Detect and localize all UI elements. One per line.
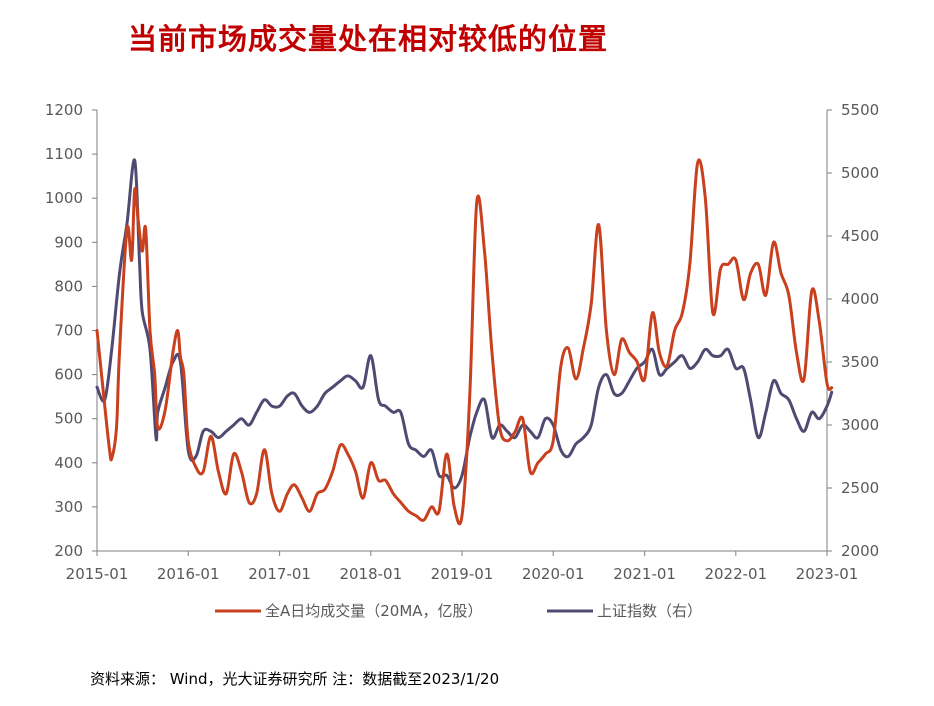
left-tick-label: 200 xyxy=(54,542,83,560)
x-tick-label: 2017-01 xyxy=(248,565,311,583)
left-tick-label: 1000 xyxy=(45,189,83,207)
dual-axis-line-chart: 200 300 400 500 600 700 800 900 1000 1100 1200 2000… xyxy=(45,101,879,620)
x-tick-label: 2019-01 xyxy=(431,565,494,583)
x-tick-label: 2022-01 xyxy=(704,565,767,583)
left-tick-label: 900 xyxy=(54,233,83,251)
series-line-volume xyxy=(95,158,834,526)
left-tick-label: 500 xyxy=(54,410,83,428)
right-tick-label: 4500 xyxy=(841,227,879,245)
axes: 200 300 400 500 600 700 800 900 1000 1100 1200 2000… xyxy=(45,101,879,583)
x-tick-label: 2015-01 xyxy=(66,565,129,583)
x-tick-label: 2020-01 xyxy=(522,565,585,583)
legend-item-volume-label: 全A日均成交量（20MA，亿股） xyxy=(265,602,483,620)
series-line-index xyxy=(95,158,834,490)
left-tick-label: 600 xyxy=(54,366,83,384)
right-tick-label: 4000 xyxy=(841,290,879,308)
left-tick-label: 300 xyxy=(54,498,83,516)
legend-item-index-label: 上证指数（右） xyxy=(597,602,702,620)
x-tick-label: 2016-01 xyxy=(157,565,220,583)
x-tick-label: 2021-01 xyxy=(613,565,676,583)
source-note: 资料来源： Wind，光大证券研究所 注：数据截至2023/1/20 xyxy=(90,670,500,688)
right-tick-label: 5000 xyxy=(841,164,879,182)
right-tick-label: 3000 xyxy=(841,416,879,434)
right-tick-label: 2000 xyxy=(841,542,879,560)
right-tick-label: 5500 xyxy=(841,101,879,119)
left-tick-label: 700 xyxy=(54,322,83,340)
chart-title: 当前市场成交量处在相对较低的位置 xyxy=(128,22,609,56)
x-tick-label: 2023-01 xyxy=(796,565,859,583)
x-tick-label: 2018-01 xyxy=(339,565,402,583)
left-tick-label: 400 xyxy=(54,454,83,472)
left-tick-label: 800 xyxy=(54,277,83,295)
right-tick-label: 2500 xyxy=(841,479,879,497)
left-tick-label: 1100 xyxy=(45,145,83,163)
right-tick-label: 3500 xyxy=(841,353,879,371)
legend: 全A日均成交量（20MA，亿股） 上证指数（右） xyxy=(215,602,702,620)
left-tick-label: 1200 xyxy=(45,101,83,119)
series-layer xyxy=(95,158,834,526)
